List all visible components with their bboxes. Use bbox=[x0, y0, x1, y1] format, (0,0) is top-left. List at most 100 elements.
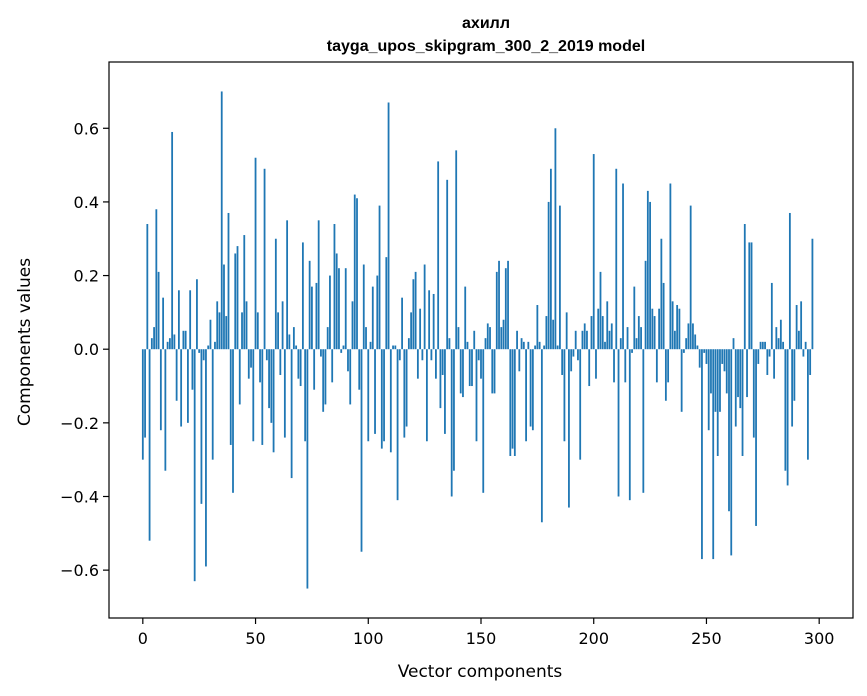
bar-108 bbox=[385, 257, 388, 350]
bar-210 bbox=[615, 168, 618, 350]
bar-205 bbox=[604, 341, 606, 350]
bar-197 bbox=[586, 330, 588, 350]
bar-113 bbox=[396, 349, 399, 501]
bar-22 bbox=[191, 349, 194, 390]
bar-167 bbox=[518, 349, 521, 372]
bar-124 bbox=[421, 349, 424, 361]
bar-286 bbox=[786, 349, 789, 486]
bar-77 bbox=[315, 282, 318, 350]
x-tick-label: 0 bbox=[138, 629, 148, 648]
bar-244 bbox=[692, 323, 694, 350]
bar-100 bbox=[367, 349, 370, 442]
bar-207 bbox=[608, 330, 611, 350]
bar-295 bbox=[807, 349, 809, 460]
bar-191 bbox=[572, 349, 575, 357]
bar-39 bbox=[229, 349, 232, 445]
bar-278 bbox=[768, 349, 771, 357]
bar-137 bbox=[450, 349, 453, 497]
bar-15 bbox=[175, 349, 178, 401]
bar-222 bbox=[642, 349, 645, 493]
bar-228 bbox=[655, 349, 658, 383]
bar-263 bbox=[734, 349, 737, 427]
bar-4 bbox=[150, 338, 153, 350]
bar-245 bbox=[694, 334, 697, 350]
bar-145 bbox=[468, 349, 471, 387]
bar-55 bbox=[265, 349, 268, 361]
bar-61 bbox=[279, 349, 282, 375]
chart-title-line1: ахилл bbox=[462, 15, 510, 32]
bar-296 bbox=[809, 349, 812, 375]
bar-175 bbox=[536, 305, 539, 350]
x-tick-label: 250 bbox=[691, 629, 722, 648]
bar-99 bbox=[365, 327, 367, 350]
y-tick-label: −0.6 bbox=[60, 561, 99, 580]
bar-101 bbox=[369, 341, 372, 350]
bar-88 bbox=[340, 349, 343, 353]
y-tick-label: −0.2 bbox=[60, 414, 99, 433]
bar-110 bbox=[389, 349, 392, 453]
y-axis-label: Components values bbox=[15, 258, 35, 426]
bar-58 bbox=[272, 349, 275, 453]
bar-60 bbox=[277, 312, 279, 350]
bar-183 bbox=[554, 128, 557, 350]
bar-136 bbox=[448, 338, 451, 350]
bar-103 bbox=[374, 349, 376, 434]
bar-50 bbox=[254, 157, 257, 350]
bar-206 bbox=[606, 301, 609, 350]
bar-121 bbox=[414, 271, 417, 350]
x-axis-label: Vector components bbox=[398, 662, 563, 682]
bar-262 bbox=[732, 338, 735, 350]
bar-261 bbox=[730, 349, 733, 556]
bar-5 bbox=[153, 327, 155, 350]
bar-131 bbox=[437, 161, 440, 350]
bar-98 bbox=[362, 264, 365, 350]
bar-220 bbox=[637, 316, 640, 350]
bar-42 bbox=[236, 246, 239, 350]
bar-255 bbox=[716, 349, 719, 456]
bar-240 bbox=[683, 349, 685, 353]
bar-193 bbox=[577, 349, 579, 361]
y-tick-label: −0.4 bbox=[60, 487, 99, 506]
bar-192 bbox=[574, 330, 577, 350]
bar-6 bbox=[155, 209, 158, 350]
bar-127 bbox=[428, 290, 431, 350]
bar-78 bbox=[317, 220, 320, 350]
bar-82 bbox=[326, 327, 329, 350]
bar-7 bbox=[157, 271, 160, 350]
bar-62 bbox=[281, 301, 284, 350]
bar-130 bbox=[435, 349, 437, 379]
bar-129 bbox=[432, 293, 435, 350]
bar-182 bbox=[552, 319, 555, 350]
bar-149 bbox=[477, 349, 480, 361]
bar-226 bbox=[651, 308, 654, 350]
bar-249 bbox=[703, 349, 706, 353]
bar-13 bbox=[171, 131, 174, 350]
bar-19 bbox=[184, 330, 187, 350]
bar-122 bbox=[416, 349, 419, 379]
bar-292 bbox=[800, 301, 803, 350]
bar-203 bbox=[599, 271, 602, 350]
bar-285 bbox=[784, 349, 787, 471]
bar-14 bbox=[173, 334, 176, 350]
bar-156 bbox=[493, 349, 496, 394]
bar-86 bbox=[335, 253, 338, 350]
bar-123 bbox=[419, 308, 422, 350]
bar-288 bbox=[791, 349, 794, 427]
bar-105 bbox=[378, 205, 381, 350]
bar-283 bbox=[779, 319, 782, 350]
bar-71 bbox=[301, 242, 304, 350]
bar-273 bbox=[757, 349, 760, 364]
bar-102 bbox=[371, 286, 374, 350]
bar-291 bbox=[797, 330, 800, 350]
bar-153 bbox=[486, 323, 489, 350]
bar-146 bbox=[471, 349, 473, 387]
bar-157 bbox=[495, 271, 498, 350]
x-axis: 0 50 100 150 200 250 300 bbox=[138, 618, 834, 648]
bar-74 bbox=[308, 260, 311, 350]
bar-239 bbox=[680, 349, 683, 412]
bar-65 bbox=[288, 334, 291, 350]
bar-44 bbox=[241, 312, 243, 350]
bar-139 bbox=[455, 150, 458, 350]
bar-199 bbox=[590, 316, 593, 350]
